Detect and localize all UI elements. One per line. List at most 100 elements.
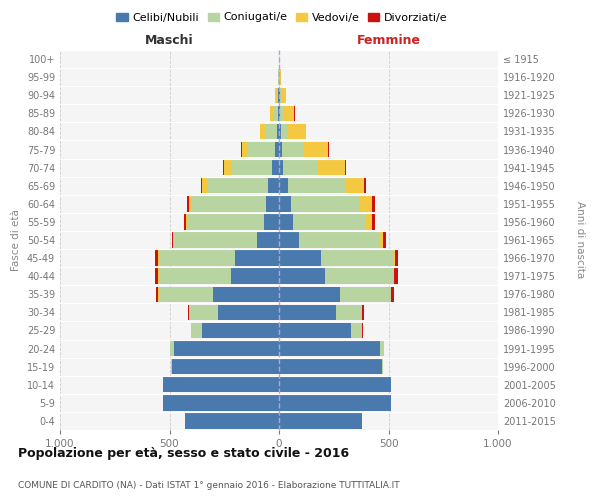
Bar bbox=[172, 359, 279, 374]
Bar bbox=[279, 178, 288, 194]
Bar bbox=[364, 178, 366, 194]
Bar bbox=[266, 124, 277, 139]
Bar bbox=[231, 268, 279, 284]
Bar bbox=[174, 341, 279, 356]
Bar bbox=[393, 268, 394, 284]
Y-axis label: Anni di nascita: Anni di nascita bbox=[575, 202, 585, 278]
Bar bbox=[207, 178, 268, 194]
Bar bbox=[184, 214, 186, 230]
Y-axis label: Fasce di età: Fasce di età bbox=[11, 209, 21, 271]
Bar bbox=[359, 196, 372, 212]
Bar bbox=[172, 232, 173, 248]
Bar bbox=[170, 341, 174, 356]
Bar bbox=[278, 106, 279, 121]
Bar bbox=[293, 214, 365, 230]
Legend: Celibi/Nubili, Coniugati/e, Vedovi/e, Divorziati/e: Celibi/Nubili, Coniugati/e, Vedovi/e, Di… bbox=[112, 8, 452, 27]
Bar bbox=[279, 196, 291, 212]
Bar bbox=[283, 106, 295, 121]
Bar bbox=[380, 341, 383, 356]
Bar bbox=[189, 196, 191, 212]
Bar bbox=[372, 214, 375, 230]
Bar bbox=[289, 124, 306, 139]
Bar bbox=[362, 323, 363, 338]
Bar bbox=[163, 377, 279, 392]
Bar bbox=[223, 160, 224, 176]
Bar bbox=[320, 250, 393, 266]
Bar bbox=[380, 232, 383, 248]
Bar bbox=[278, 88, 279, 103]
Bar bbox=[291, 196, 359, 212]
Bar bbox=[189, 304, 218, 320]
Bar bbox=[279, 124, 281, 139]
Bar bbox=[163, 395, 279, 410]
Bar bbox=[224, 160, 231, 176]
Bar bbox=[372, 196, 375, 212]
Bar bbox=[218, 304, 279, 320]
Bar bbox=[283, 160, 319, 176]
Bar bbox=[158, 286, 214, 302]
Bar bbox=[263, 214, 279, 230]
Bar bbox=[156, 286, 158, 302]
Bar bbox=[231, 160, 272, 176]
Bar bbox=[202, 178, 207, 194]
Bar bbox=[266, 196, 279, 212]
Bar bbox=[272, 160, 279, 176]
Bar bbox=[187, 214, 263, 230]
Bar bbox=[281, 124, 289, 139]
Bar bbox=[186, 214, 187, 230]
Bar bbox=[270, 106, 274, 121]
Bar bbox=[279, 414, 362, 428]
Bar bbox=[279, 377, 391, 392]
Bar bbox=[280, 70, 281, 85]
Bar bbox=[188, 304, 189, 320]
Bar bbox=[280, 88, 282, 103]
Bar bbox=[277, 124, 279, 139]
Bar bbox=[282, 88, 286, 103]
Bar bbox=[344, 160, 346, 176]
Bar bbox=[279, 142, 282, 157]
Bar bbox=[279, 232, 299, 248]
Bar bbox=[279, 268, 325, 284]
Bar bbox=[242, 142, 248, 157]
Bar bbox=[202, 323, 279, 338]
Bar bbox=[260, 124, 266, 139]
Bar bbox=[304, 142, 328, 157]
Bar bbox=[279, 106, 280, 121]
Bar bbox=[174, 232, 257, 248]
Bar bbox=[351, 323, 362, 338]
Text: Maschi: Maschi bbox=[145, 34, 194, 48]
Bar bbox=[185, 414, 279, 428]
Bar bbox=[391, 286, 394, 302]
Bar bbox=[336, 304, 362, 320]
Text: Popolazione per età, sesso e stato civile - 2016: Popolazione per età, sesso e stato civil… bbox=[18, 448, 349, 460]
Bar bbox=[158, 250, 235, 266]
Bar bbox=[279, 250, 320, 266]
Bar bbox=[395, 250, 398, 266]
Bar bbox=[275, 142, 279, 157]
Bar bbox=[214, 286, 279, 302]
Bar bbox=[187, 196, 189, 212]
Bar bbox=[362, 304, 364, 320]
Bar bbox=[279, 304, 336, 320]
Bar bbox=[277, 88, 278, 103]
Bar bbox=[158, 268, 231, 284]
Bar bbox=[155, 250, 158, 266]
Bar bbox=[279, 286, 340, 302]
Bar bbox=[328, 142, 329, 157]
Bar bbox=[282, 142, 304, 157]
Text: COMUNE DI CARDITO (NA) - Dati ISTAT 1° gennaio 2016 - Elaborazione TUTTITALIA.IT: COMUNE DI CARDITO (NA) - Dati ISTAT 1° g… bbox=[18, 480, 400, 490]
Bar bbox=[279, 214, 293, 230]
Bar bbox=[241, 142, 242, 157]
Bar bbox=[248, 142, 275, 157]
Bar bbox=[155, 268, 158, 284]
Bar bbox=[394, 268, 398, 284]
Bar bbox=[279, 323, 351, 338]
Bar bbox=[191, 196, 266, 212]
Bar bbox=[274, 106, 278, 121]
Bar bbox=[383, 232, 386, 248]
Bar bbox=[325, 268, 393, 284]
Bar bbox=[191, 323, 202, 338]
Bar bbox=[382, 359, 383, 374]
Bar bbox=[319, 160, 345, 176]
Bar bbox=[170, 359, 172, 374]
